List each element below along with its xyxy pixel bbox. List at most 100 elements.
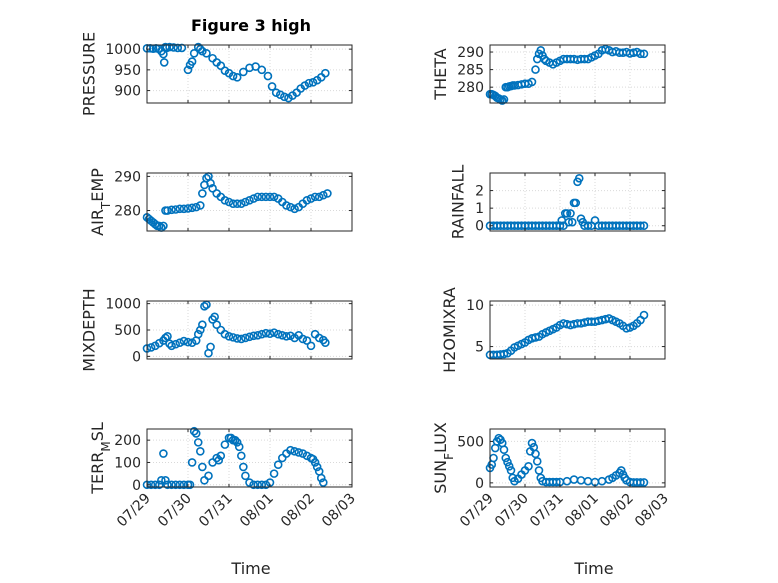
y-tick-label: 5 bbox=[475, 340, 484, 356]
data-point bbox=[639, 49, 649, 59]
data-point bbox=[189, 48, 199, 58]
data-point bbox=[304, 78, 314, 88]
data-point bbox=[314, 333, 324, 343]
data-point bbox=[159, 449, 168, 458]
data-point bbox=[159, 221, 168, 231]
data-point bbox=[196, 447, 205, 456]
data-point bbox=[314, 192, 324, 202]
y-tick-label: 0 bbox=[475, 476, 484, 492]
data-point bbox=[189, 426, 199, 436]
data-point bbox=[524, 461, 533, 471]
data-point bbox=[282, 332, 291, 341]
axes-frame bbox=[146, 44, 353, 104]
y-axis-label: PRESSURE bbox=[80, 32, 99, 116]
data-point bbox=[318, 478, 328, 487]
x-tick-label: 08/01 bbox=[237, 491, 277, 531]
data-point bbox=[191, 429, 201, 438]
data-point bbox=[237, 334, 246, 344]
data-point bbox=[163, 480, 172, 490]
x-axis-label-right: Time bbox=[573, 559, 613, 578]
data-point bbox=[216, 451, 226, 461]
data-point bbox=[167, 205, 176, 215]
y-tick-label: 1000 bbox=[105, 297, 141, 313]
data-point bbox=[241, 471, 250, 481]
data-point bbox=[187, 458, 197, 467]
data-point bbox=[261, 328, 271, 338]
data-point bbox=[253, 192, 263, 202]
axes-frame bbox=[146, 172, 353, 232]
data-point bbox=[206, 178, 215, 188]
data-point bbox=[263, 71, 273, 81]
data-point bbox=[175, 204, 185, 214]
data-point bbox=[639, 221, 649, 231]
axes-frame bbox=[489, 428, 666, 488]
data-point bbox=[257, 480, 267, 490]
data-point bbox=[257, 192, 267, 202]
data-point bbox=[237, 199, 246, 209]
x-tick-label: 07/31 bbox=[527, 491, 567, 531]
y-tick-label: 950 bbox=[114, 63, 141, 79]
x-tick-label: 07/30 bbox=[155, 491, 195, 531]
x-tick-label: 07/29 bbox=[457, 491, 497, 531]
data-point bbox=[220, 329, 230, 339]
data-point bbox=[597, 476, 607, 486]
data-point bbox=[302, 195, 312, 205]
data-point bbox=[232, 199, 242, 209]
data-point bbox=[318, 190, 328, 200]
data-point bbox=[212, 320, 221, 330]
y-tick-label: 1 bbox=[475, 201, 484, 217]
y-tick-label: 280 bbox=[114, 204, 141, 220]
data-point bbox=[501, 453, 511, 463]
data-point bbox=[210, 312, 219, 322]
data-point bbox=[567, 217, 577, 227]
y-tick-label: 900 bbox=[114, 84, 141, 100]
data-point bbox=[245, 195, 254, 205]
x-tick-label: 08/02 bbox=[278, 491, 318, 531]
data-point bbox=[321, 338, 330, 347]
figure-title: Figure 3 high bbox=[191, 16, 311, 35]
data-point bbox=[177, 43, 187, 53]
data-point bbox=[253, 480, 263, 490]
data-point bbox=[183, 337, 193, 347]
data-point bbox=[167, 480, 176, 490]
y-tick-label: 500 bbox=[457, 434, 484, 450]
data-point bbox=[571, 198, 581, 208]
y-axis-label: MIXDEPTH bbox=[80, 288, 99, 371]
data-point bbox=[269, 192, 279, 202]
data-point bbox=[232, 438, 242, 447]
data-point bbox=[265, 329, 275, 338]
data-point bbox=[280, 92, 289, 102]
data-point bbox=[196, 325, 205, 335]
data-point bbox=[167, 341, 176, 351]
y-tick-label: 2 bbox=[475, 184, 484, 200]
data-point bbox=[175, 338, 185, 347]
data-point bbox=[249, 194, 258, 203]
data-point bbox=[277, 330, 287, 340]
data-point bbox=[636, 221, 645, 231]
data-point bbox=[489, 453, 498, 463]
data-point bbox=[286, 445, 295, 455]
data-point bbox=[179, 336, 189, 346]
data-point bbox=[216, 325, 226, 335]
data-point bbox=[306, 194, 316, 203]
y-tick-label: 0 bbox=[132, 478, 141, 494]
data-point bbox=[552, 477, 561, 487]
data-point bbox=[503, 457, 512, 467]
data-point bbox=[294, 448, 304, 457]
data-point bbox=[499, 349, 509, 359]
data-point bbox=[171, 480, 180, 490]
y-tick-label: 10 bbox=[466, 298, 484, 314]
data-point bbox=[636, 478, 645, 487]
data-point bbox=[150, 219, 160, 229]
y-tick-label: 200 bbox=[114, 433, 141, 449]
data-point bbox=[146, 343, 156, 352]
data-point bbox=[531, 449, 540, 459]
data-point bbox=[527, 438, 537, 448]
y-axis-label: TERRMSL bbox=[88, 422, 113, 495]
data-point bbox=[312, 462, 322, 472]
axes-frame bbox=[489, 300, 666, 360]
data-point bbox=[639, 478, 649, 487]
data-point bbox=[506, 466, 516, 475]
